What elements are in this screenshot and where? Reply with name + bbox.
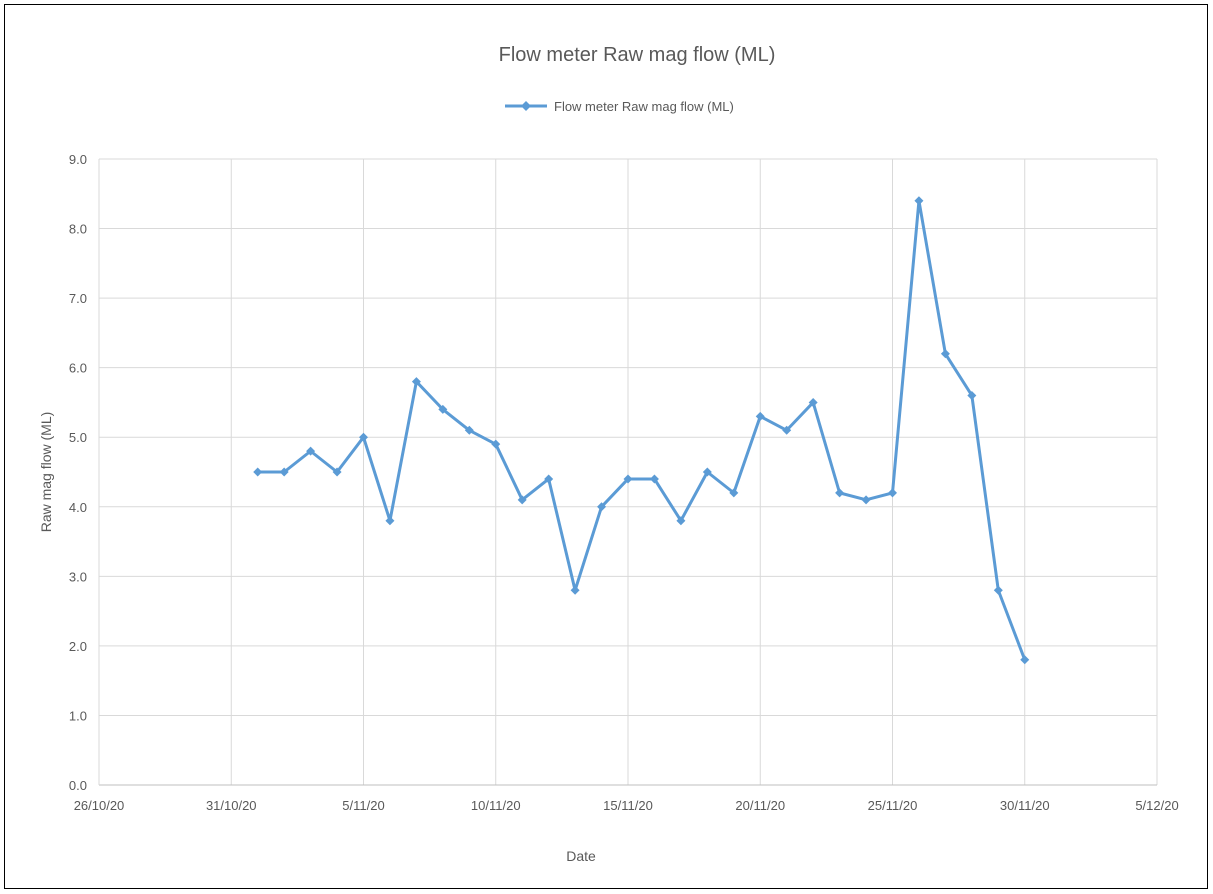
x-tick-label: 25/11/20 [868, 798, 918, 813]
chart-title: Flow meter Raw mag flow (ML) [499, 44, 776, 66]
y-tick-label: 6.0 [69, 361, 87, 376]
x-tick-label: 5/11/20 [342, 798, 384, 813]
data-point-marker [729, 488, 739, 498]
x-tick-label: 5/12/20 [1135, 798, 1178, 813]
y-tick-label: 2.0 [69, 639, 87, 654]
y-tick-label: 1.0 [69, 708, 87, 723]
data-point-marker [517, 495, 527, 505]
data-point-marker [411, 377, 421, 387]
data-point-marker [808, 397, 818, 407]
data-point-marker [491, 439, 501, 449]
y-tick-label: 5.0 [69, 430, 87, 445]
data-point-marker [279, 467, 289, 477]
data-point-marker [993, 585, 1003, 595]
legend: Flow meter Raw mag flow (ML) [505, 99, 734, 114]
series-flow-meter [253, 196, 1030, 665]
x-tick-label: 10/11/20 [471, 798, 521, 813]
legend-marker-swatch [521, 101, 531, 111]
x-tick-label: 15/11/20 [603, 798, 653, 813]
data-point-marker [861, 495, 871, 505]
y-axis-title: Raw mag flow (ML) [38, 412, 54, 533]
chart-frame: Flow meter Raw mag flow (ML) Flow meter … [4, 4, 1208, 889]
x-axis-title: Date [566, 848, 596, 864]
data-point-marker [649, 474, 659, 484]
data-point-marker [359, 432, 368, 442]
gridlines [99, 158, 1158, 785]
series-line [257, 199, 1027, 661]
x-tick-label: 20/11/20 [735, 798, 785, 813]
legend-label: Flow meter Raw mag flow (ML) [554, 99, 734, 114]
y-tick-label: 4.0 [69, 500, 87, 515]
y-tick-label: 9.0 [69, 152, 87, 167]
data-point-marker [940, 349, 950, 359]
line-chart: Flow meter Raw mag flow (ML) Flow meter … [38, 44, 1179, 864]
x-tick-label: 26/10/20 [74, 798, 125, 813]
x-tick-label: 31/10/20 [206, 798, 257, 813]
y-tick-label: 0.0 [69, 778, 87, 793]
data-point-marker [623, 474, 633, 484]
data-point-marker [888, 488, 897, 498]
data-point-marker [464, 425, 474, 435]
axes [98, 159, 1157, 786]
y-tick-label: 8.0 [69, 222, 87, 237]
x-axis-ticks: 26/10/20 31/10/20 5/11/20 10/11/20 15/11/20 2… [74, 798, 1179, 813]
data-point-marker [597, 502, 607, 512]
data-point-marker [1020, 655, 1030, 665]
y-tick-label: 7.0 [69, 291, 87, 306]
data-point-marker [544, 474, 554, 484]
data-point-marker [438, 404, 448, 414]
data-point-marker [332, 467, 342, 477]
y-tick-label: 3.0 [69, 569, 87, 584]
data-point-marker [914, 196, 924, 206]
data-point-marker [385, 516, 395, 526]
data-point-marker [570, 585, 580, 595]
y-axis-ticks: 0.0 1.0 2.0 3.0 4.0 5.0 6.0 7.0 8.0 9.0 [69, 152, 87, 793]
data-point-marker [967, 390, 977, 400]
data-point-marker [782, 425, 792, 435]
data-point-marker [253, 467, 263, 477]
x-tick-label: 30/11/20 [1000, 798, 1050, 813]
data-point-marker [306, 446, 316, 456]
data-point-marker [702, 467, 712, 477]
data-point-marker [755, 411, 765, 421]
data-point-marker [835, 488, 845, 498]
data-point-marker [676, 516, 686, 526]
